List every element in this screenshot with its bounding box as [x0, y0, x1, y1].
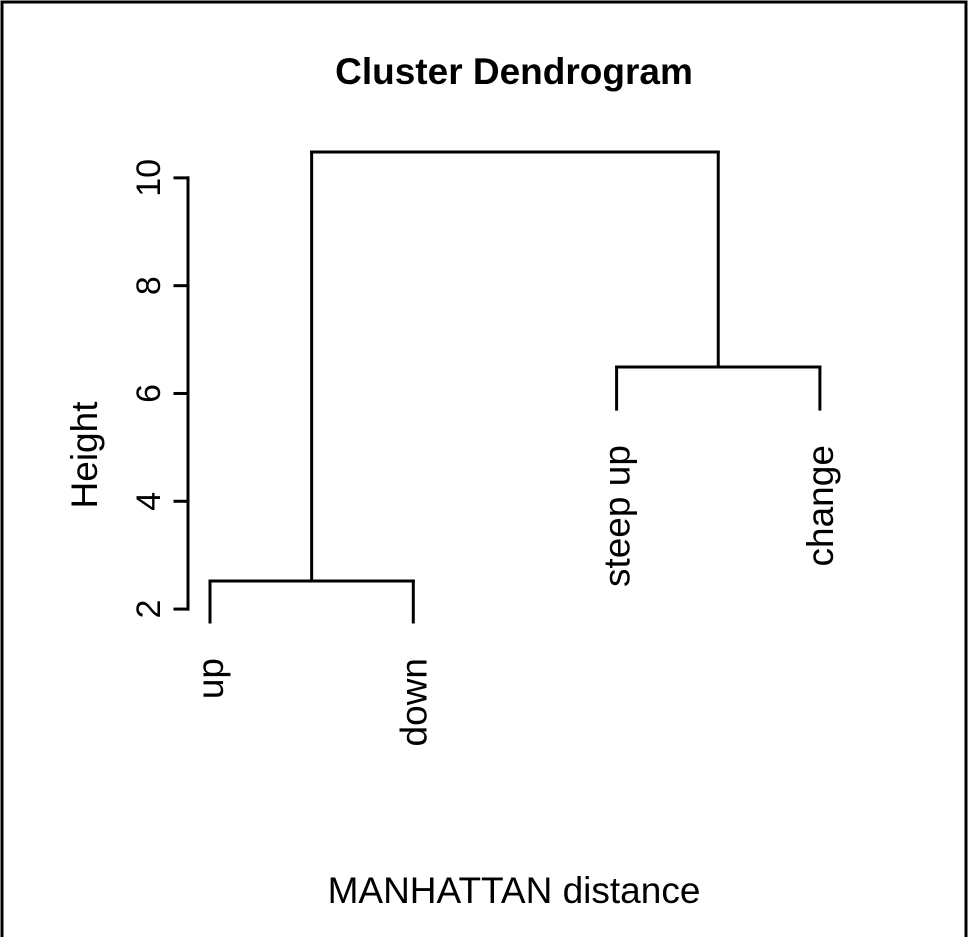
leaf-label: down: [393, 658, 434, 746]
y-axis-title: Height: [64, 401, 105, 509]
y-tick-label: 8: [130, 276, 168, 295]
y-tick-label: 2: [130, 600, 168, 619]
y-tick-label: 4: [130, 492, 168, 511]
y-tick-label: 10: [130, 159, 168, 197]
x-axis-title: MANHATTAN distance: [328, 870, 701, 911]
leaf-label: up: [190, 658, 231, 699]
chart-title: Cluster Dendrogram: [335, 51, 693, 92]
y-tick-label: 6: [130, 384, 168, 403]
leaf-label: change: [800, 445, 841, 566]
leaf-label: steep up: [597, 445, 638, 587]
